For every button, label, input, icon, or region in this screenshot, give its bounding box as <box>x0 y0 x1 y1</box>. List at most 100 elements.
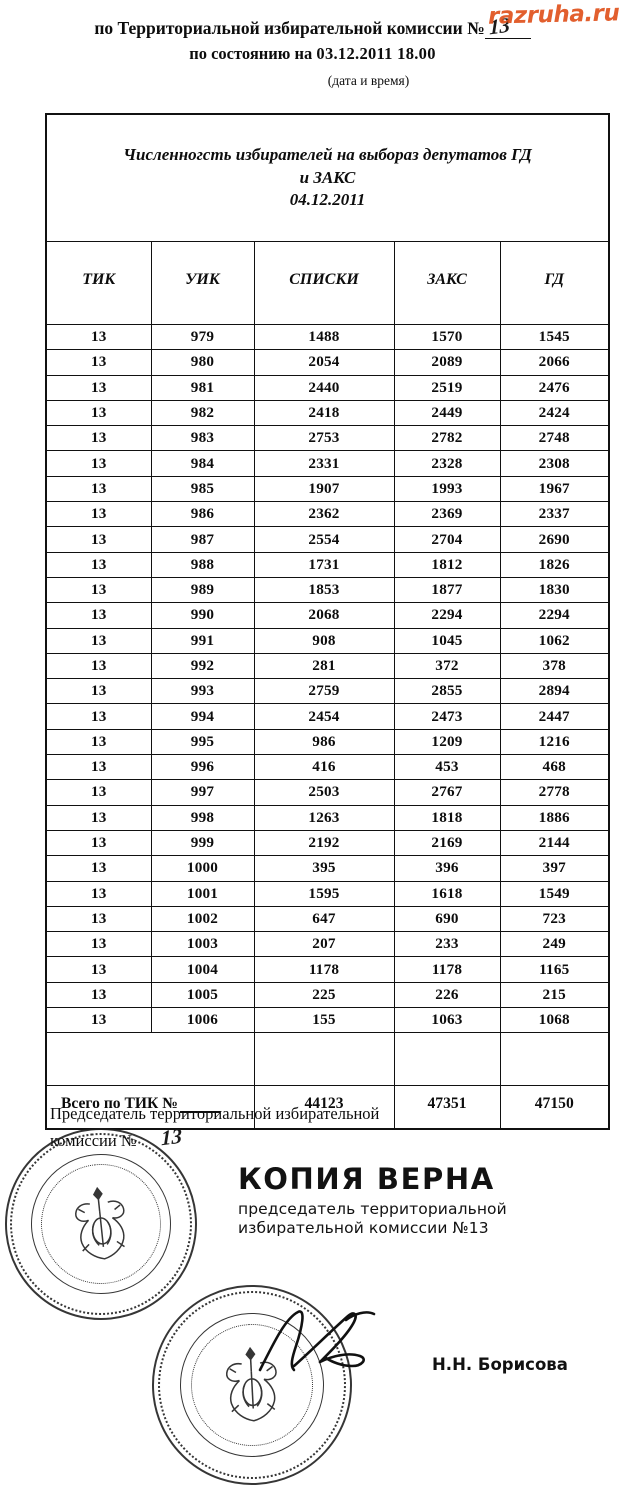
table-row: 13 981 2440 2519 2476 <box>45 374 610 401</box>
cell-uik: 985 <box>150 475 255 503</box>
cell-tik: 13 <box>45 905 152 933</box>
cell-spiski: 2418 <box>253 399 395 427</box>
cell-uik: 987 <box>150 526 255 553</box>
cell-zaks: 2767 <box>393 779 501 806</box>
cell-spiski: 647 <box>253 905 395 933</box>
cell-gd: 1886 <box>499 804 610 831</box>
table-row: 13 1004 1178 1178 1165 <box>45 956 610 983</box>
cell-tik: 13 <box>45 627 152 654</box>
table-row: 13 990 2068 2294 2294 <box>45 602 610 629</box>
cell-gd: 2337 <box>499 501 610 528</box>
cell-uik: 1005 <box>150 981 255 1009</box>
cell-gd: 2066 <box>499 349 610 376</box>
column-header-gd: ГД <box>499 241 610 325</box>
cell-uik: 994 <box>150 703 255 730</box>
caption-line-1: Численногсть избирателей на выбораз депу… <box>123 145 532 165</box>
cell-gd: 1068 <box>499 1007 610 1034</box>
cell-gd: 1967 <box>499 475 610 503</box>
table-row: 13 1006 155 1063 1068 <box>45 1007 610 1034</box>
cell-tik: 13 <box>45 602 152 629</box>
column-header-spiski: СПИСКИ <box>253 241 395 325</box>
cell-uik: 996 <box>150 754 255 781</box>
cell-uik: 989 <box>150 576 255 604</box>
voter-registry-body: Численногсть избирателей на выбораз депу… <box>45 113 610 1131</box>
heading-commission-line: по Территориальной избирательной комисси… <box>0 12 625 39</box>
table-blank-spacer-row <box>45 1032 610 1087</box>
cell-gd: 2294 <box>499 602 610 629</box>
cell-uik: 986 <box>150 501 255 528</box>
cell-spiski: 2454 <box>253 703 395 730</box>
cell-gd: 397 <box>499 855 610 882</box>
cell-uik: 1003 <box>150 931 255 958</box>
cell-spiski: 281 <box>253 652 395 680</box>
cell-uik: 998 <box>150 804 255 831</box>
double-headed-eagle-emblem <box>75 1186 125 1260</box>
heading-commission-number-slot: 13 <box>484 12 531 39</box>
cell-uik: 1006 <box>150 1007 255 1034</box>
cell-tik: 13 <box>45 374 152 401</box>
table-row: 13 1005 225 226 215 <box>45 981 610 1009</box>
cell-zaks: 2328 <box>393 450 501 477</box>
cell-zaks: 2519 <box>393 374 501 401</box>
cell-spiski: 2054 <box>253 349 395 376</box>
cell-zaks: 2473 <box>393 703 501 730</box>
total-label-cell: Всего по ТИК № <box>45 1085 255 1131</box>
table-row: 13 994 2454 2473 2447 <box>45 703 610 730</box>
caption-line-2: и ЗАКС <box>299 167 356 187</box>
heading-asof-prefix: по состоянию на <box>189 43 313 63</box>
heading-datetime-note: (дата и время) <box>327 72 410 88</box>
cell-zaks: 1570 <box>393 323 501 351</box>
cell-zaks: 2169 <box>393 829 501 857</box>
cell-zaks: 1209 <box>393 728 501 756</box>
chairman-signature-line: Председатель территориальной избирательн… <box>50 1102 379 1155</box>
cell-spiski: 2068 <box>253 602 395 629</box>
table-row: 13 988 1731 1812 1826 <box>45 551 610 578</box>
cell-tik: 13 <box>45 728 152 756</box>
cell-zaks: 2369 <box>393 501 501 528</box>
cell-zaks: 453 <box>393 754 501 781</box>
table-row: 13 993 2759 2855 2894 <box>45 678 610 705</box>
cell-gd: 2144 <box>499 829 610 857</box>
cell-gd: 2748 <box>499 425 610 452</box>
cell-spiski: 2362 <box>253 501 395 528</box>
cell-zaks: 2855 <box>393 678 501 705</box>
cell-gd: 723 <box>499 905 610 933</box>
total-spiski: 44123 <box>253 1085 395 1131</box>
cell-gd: 1826 <box>499 551 610 578</box>
cell-tik: 13 <box>45 931 152 958</box>
table-row: 13 987 2554 2704 2690 <box>45 526 610 553</box>
cell-uik: 999 <box>150 829 255 857</box>
cell-zaks: 1045 <box>393 627 501 654</box>
table-row: 13 979 1488 1570 1545 <box>45 323 610 351</box>
cell-gd: 249 <box>499 931 610 958</box>
blank-cell-left <box>45 1032 255 1087</box>
cell-gd: 2690 <box>499 526 610 553</box>
heading-asof-datetime: 03.12.2011 18.00 <box>316 43 436 63</box>
table-header-row: ТИК УИК СПИСКИ ЗАКС ГД <box>45 241 610 325</box>
cell-spiski: 155 <box>253 1007 395 1034</box>
cell-tik: 13 <box>45 678 152 705</box>
cell-zaks: 2089 <box>393 349 501 376</box>
total-gd: 47150 <box>499 1085 610 1131</box>
cell-zaks: 233 <box>393 931 501 958</box>
total-label-text: Всего по ТИК № <box>61 1095 178 1113</box>
cell-tik: 13 <box>45 323 152 351</box>
cell-uik: 981 <box>150 374 255 401</box>
cell-tik: 13 <box>45 551 152 578</box>
cell-spiski: 986 <box>253 728 395 756</box>
cell-tik: 13 <box>45 703 152 730</box>
cell-tik: 13 <box>45 956 152 983</box>
cell-tik: 13 <box>45 526 152 553</box>
heading-asof-line: по состоянию на 03.12.2011 18.00 <box>0 44 625 64</box>
cell-zaks: 1618 <box>393 880 501 907</box>
cell-uik: 993 <box>150 678 255 705</box>
cell-zaks: 1812 <box>393 551 501 578</box>
cell-tik: 13 <box>45 576 152 604</box>
cell-spiski: 1731 <box>253 551 395 578</box>
cell-spiski: 1907 <box>253 475 395 503</box>
cell-gd: 1549 <box>499 880 610 907</box>
cell-gd: 2447 <box>499 703 610 730</box>
cell-uik: 988 <box>150 551 255 578</box>
cell-spiski: 2503 <box>253 779 395 806</box>
cell-uik: 1004 <box>150 956 255 983</box>
